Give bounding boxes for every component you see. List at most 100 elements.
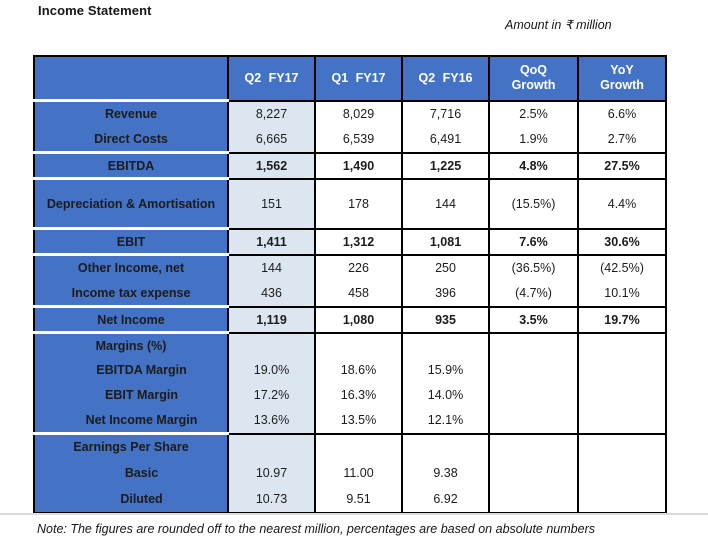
table-row-ebit-margin: EBIT Margin 17.2% 16.3% 14.0% [34,382,666,408]
cell-yoy-growth [577,432,666,460]
table-row-revenue: Revenue 8,227 8,029 7,716 2.5% 6.6% [34,99,666,127]
row-label: Net Income Margin [34,407,228,434]
cell-q1fy17: 13.5% [314,407,402,434]
cell-yoy-growth [577,485,666,513]
table-row-direct-costs: Direct Costs 6,665 6,539 6,491 1.9% 2.7% [34,126,666,153]
table-row-depreciation-amortisation: Depreciation & Amortisation 151 178 144 … [34,177,666,229]
table-row-margins-heading: Margins (%) [34,331,666,358]
cell-q2fy16: 144 [401,177,489,229]
header-line: Growth [511,78,556,93]
cell-q2fy16: 250 [401,253,489,281]
cell-q2fy16: 1,225 [401,151,489,179]
income-statement-table: Q2 FY17 Q1 FY17 Q2 FY16 QoQ Growth YoY Gro… [33,55,667,514]
cell-q2fy16: 7,716 [401,99,489,127]
cell-qoq-growth: 3.5% [488,305,578,333]
cell-yoy-growth: (42.5%) [577,253,666,281]
cell-q2fy16: 15.9% [401,357,489,383]
row-label: EBITDA Margin [34,357,228,383]
cell-q1fy17: 18.6% [314,357,402,383]
cell-q2fy17 [227,432,315,460]
cell-qoq-growth [488,459,578,486]
table-header-row: Q2 FY17 Q1 FY17 Q2 FY16 QoQ Growth YoY Gro… [34,56,666,101]
unit-note: Amount in ₹ million [505,18,612,32]
header-blank-cell [34,56,228,101]
cell-qoq-growth [488,382,578,408]
table-row-net-income-margin: Net Income Margin 13.6% 13.5% 12.1% [34,407,666,434]
cell-q1fy17: 1,490 [314,151,402,179]
cell-q1fy17: 9.51 [314,485,402,513]
row-label: Net Income [34,305,228,333]
row-label: EBITDA [34,151,228,179]
table-row-ebitda: EBITDA 1,562 1,490 1,225 4.8% 27.5% [34,151,666,179]
row-label: Diluted [34,485,228,513]
header-qoq-growth: QoQ Growth [488,56,578,101]
table-row-eps-basic: Basic 10.97 11.00 9.38 [34,459,666,486]
row-label: Direct Costs [34,126,228,153]
cell-qoq-growth [488,432,578,460]
cell-qoq-growth: (36.5%) [488,253,578,281]
row-label: Earnings Per Share [34,432,228,460]
row-label: Income tax expense [34,280,228,307]
cell-qoq-growth [488,331,578,358]
cell-yoy-growth [577,357,666,383]
cell-q2fy16: 12.1% [401,407,489,434]
cell-yoy-growth [577,459,666,486]
row-label: Revenue [34,99,228,127]
cell-qoq-growth: 7.6% [488,227,578,255]
footnote: Note: The figures are rounded off to the… [37,522,595,536]
row-label: Other Income, net [34,253,228,281]
cell-qoq-growth: (15.5%) [488,177,578,229]
cell-q2fy17: 436 [227,280,315,307]
header-q2fy16: Q2 FY16 [401,56,489,101]
cell-q1fy17: 226 [314,253,402,281]
cell-qoq-growth [488,357,578,383]
cell-q2fy17: 10.97 [227,459,315,486]
cell-qoq-growth [488,485,578,513]
cell-q2fy17: 19.0% [227,357,315,383]
cell-q1fy17: 6,539 [314,126,402,153]
cell-q2fy17: 151 [227,177,315,229]
header-q1fy17: Q1 FY17 [314,56,402,101]
cell-q1fy17: 8,029 [314,99,402,127]
cell-yoy-growth: 4.4% [577,177,666,229]
cell-q2fy17: 144 [227,253,315,281]
cell-qoq-growth [488,407,578,434]
cell-q2fy17: 17.2% [227,382,315,408]
cell-q2fy16: 6,491 [401,126,489,153]
cell-yoy-growth: 19.7% [577,305,666,333]
header-yoy-growth: YoY Growth [577,56,666,101]
cell-q1fy17: 11.00 [314,459,402,486]
divider-line [0,513,708,515]
cell-q2fy16: 396 [401,280,489,307]
cell-qoq-growth: 4.8% [488,151,578,179]
cell-yoy-growth: 10.1% [577,280,666,307]
cell-q2fy17: 1,411 [227,227,315,255]
cell-q2fy16 [401,331,489,358]
cell-q2fy16: 6.92 [401,485,489,513]
row-label: EBIT Margin [34,382,228,408]
cell-yoy-growth [577,331,666,358]
cell-q2fy16: 1,081 [401,227,489,255]
cell-q1fy17: 16.3% [314,382,402,408]
cell-yoy-growth: 6.6% [577,99,666,127]
cell-q1fy17: 458 [314,280,402,307]
cell-qoq-growth: 1.9% [488,126,578,153]
table-row-ebitda-margin: EBITDA Margin 19.0% 18.6% 15.9% [34,357,666,383]
header-q2fy17: Q2 FY17 [227,56,315,101]
header-line: YoY [610,63,634,78]
cell-q2fy17: 6,665 [227,126,315,153]
cell-q1fy17: 1,312 [314,227,402,255]
cell-q2fy17: 10.73 [227,485,315,513]
cell-q2fy17: 8,227 [227,99,315,127]
cell-q2fy17: 1,562 [227,151,315,179]
cell-q2fy17: 1,119 [227,305,315,333]
table-row-other-income: Other Income, net 144 226 250 (36.5%) (4… [34,253,666,281]
cell-q1fy17 [314,432,402,460]
page-title: Income Statement [38,3,152,18]
cell-q2fy17: 13.6% [227,407,315,434]
cell-yoy-growth: 2.7% [577,126,666,153]
cell-q2fy16: 9.38 [401,459,489,486]
row-label: Depreciation & Amortisation [34,177,228,229]
table-row-eps-diluted: Diluted 10.73 9.51 6.92 [34,485,666,513]
